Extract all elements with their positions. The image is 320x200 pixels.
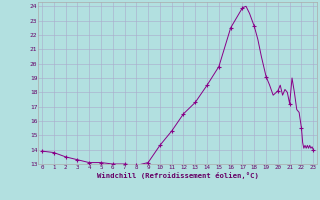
X-axis label: Windchill (Refroidissement éolien,°C): Windchill (Refroidissement éolien,°C) [97, 172, 259, 179]
